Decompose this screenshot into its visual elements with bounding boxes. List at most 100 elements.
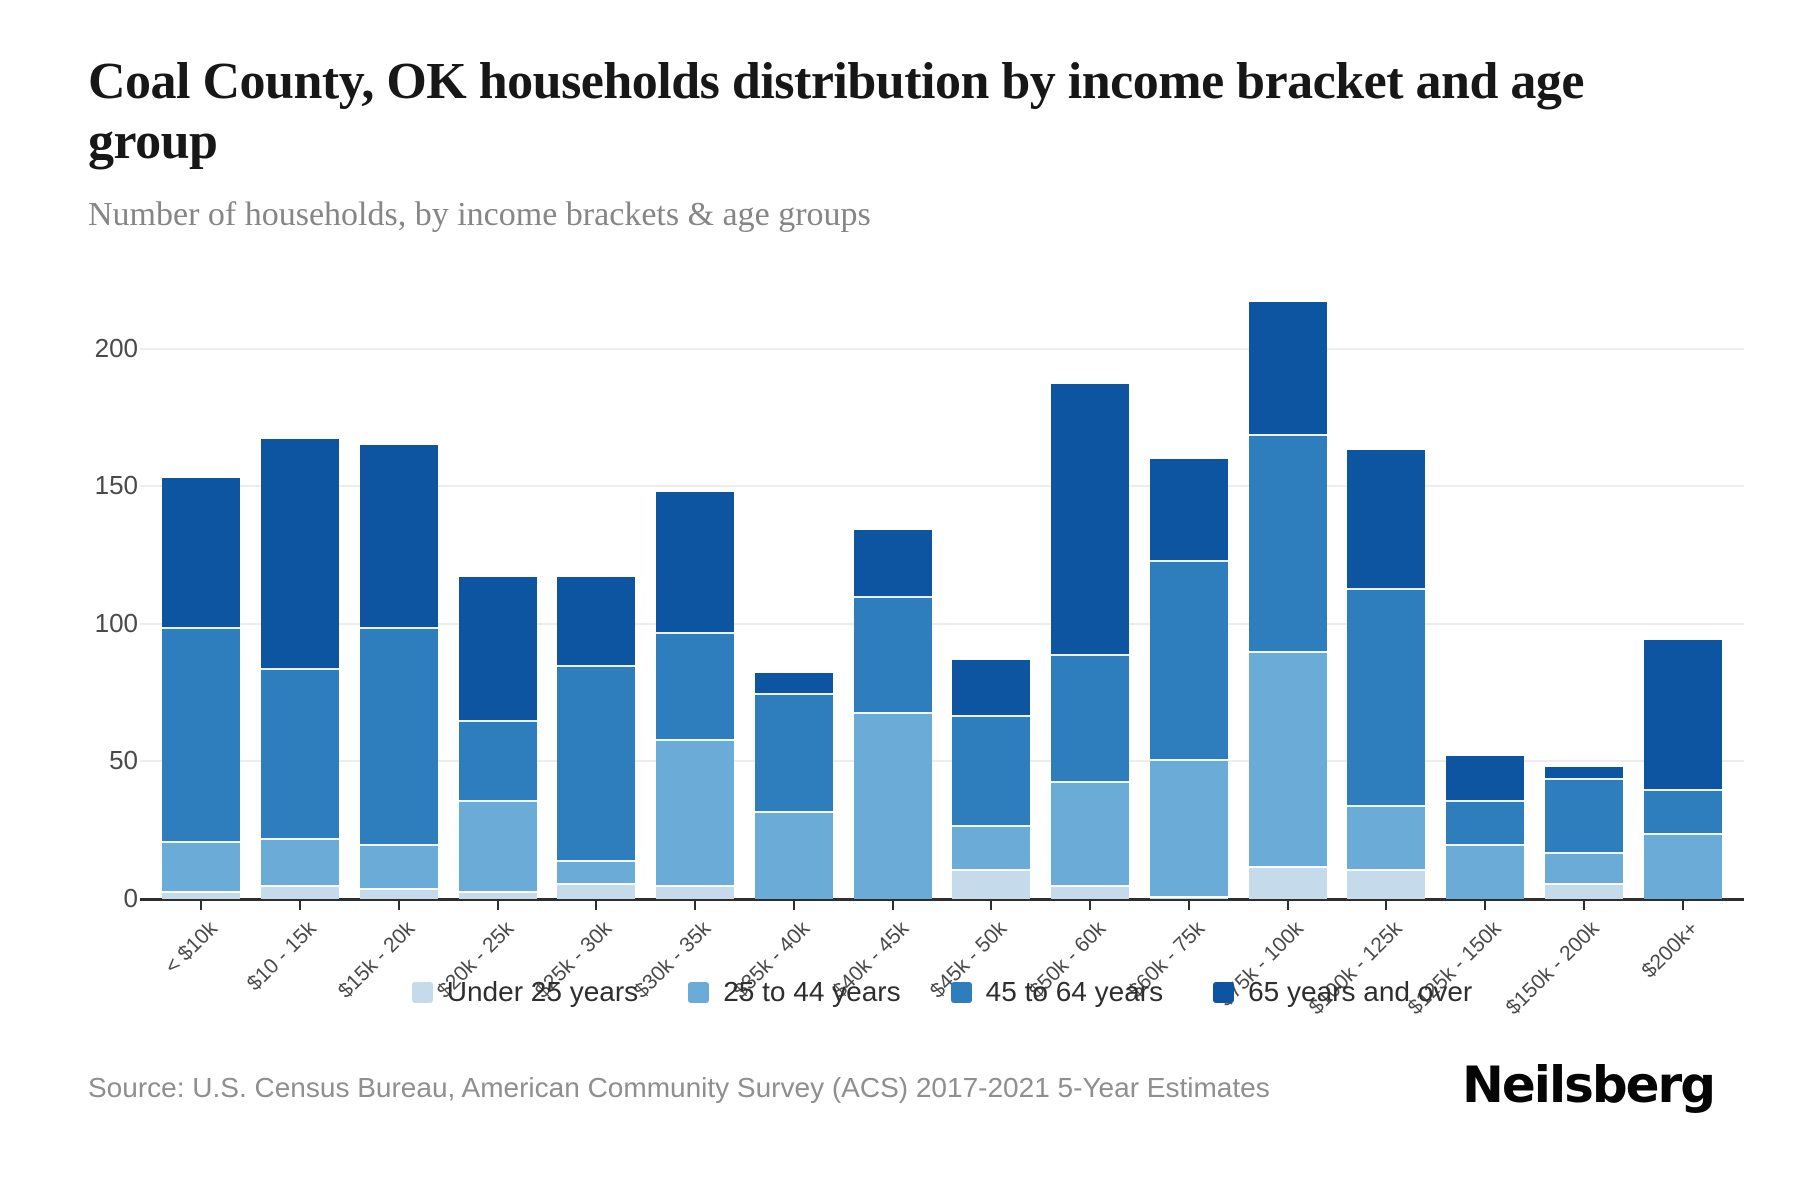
bar-segment[interactable] — [1643, 832, 1722, 899]
x-axis-tick — [496, 901, 499, 910]
bar-segment[interactable] — [656, 885, 735, 899]
bar-segment[interactable] — [1544, 882, 1623, 899]
bar-segment[interactable] — [1149, 896, 1228, 899]
bar-segment[interactable] — [261, 885, 340, 899]
bar-segment[interactable] — [1446, 755, 1525, 800]
bar-slot — [1140, 299, 1239, 899]
x-axis-tick — [1681, 901, 1684, 910]
x-axis-tick — [595, 901, 598, 910]
bar-segment[interactable] — [754, 673, 833, 693]
bar-segment[interactable] — [1248, 301, 1327, 434]
stacked-bar — [162, 477, 241, 899]
brand-logo: Neilsberg — [1462, 1056, 1716, 1114]
legend: Under 25 years 25 to 44 years 45 to 64 yea… — [152, 976, 1732, 1008]
bar-segment[interactable] — [952, 868, 1031, 899]
bar-segment[interactable] — [1248, 865, 1327, 899]
bar-slot — [1535, 299, 1634, 899]
bar-segment[interactable] — [1643, 788, 1722, 833]
gridline-y-100 — [140, 622, 1744, 625]
x-axis-tick — [1089, 901, 1092, 910]
bar-segment[interactable] — [1544, 766, 1623, 778]
bar-segment[interactable] — [1544, 777, 1623, 853]
bar-slot — [942, 299, 1041, 899]
legend-swatch-icon — [688, 981, 710, 1003]
bar-segment[interactable] — [754, 692, 833, 811]
x-axis-tick — [299, 901, 302, 910]
bar-segment[interactable] — [1051, 384, 1130, 655]
bar-segment[interactable] — [458, 720, 537, 800]
bar-segment[interactable] — [1248, 651, 1327, 866]
y-axis-tick-label: 100 — [94, 607, 138, 638]
x-axis-tick — [891, 901, 894, 910]
bar-segment[interactable] — [656, 632, 735, 740]
bar-segment[interactable] — [1051, 780, 1130, 886]
bar-slot — [547, 299, 646, 899]
bar-segment[interactable] — [261, 439, 340, 668]
bar-slot — [1337, 299, 1436, 899]
legend-item[interactable]: Under 25 years — [411, 976, 638, 1008]
bar-segment[interactable] — [359, 626, 438, 844]
bar-segment[interactable] — [1051, 654, 1130, 781]
bar-segment[interactable] — [1544, 852, 1623, 883]
bar-slot — [1041, 299, 1140, 899]
bar-segment[interactable] — [1347, 450, 1426, 589]
y-axis-tick-label: 200 — [94, 332, 138, 363]
bar-segment[interactable] — [1149, 758, 1228, 897]
legend-label: 65 years and over — [1248, 976, 1473, 1007]
legend-item[interactable]: 65 years and over — [1213, 976, 1472, 1008]
bar-segment[interactable] — [853, 530, 932, 597]
x-axis-label: < $10k — [160, 917, 222, 979]
bar-segment[interactable] — [458, 577, 537, 721]
bar-segment[interactable] — [557, 665, 636, 861]
bar-segment[interactable] — [162, 841, 241, 891]
bar-segment[interactable] — [952, 714, 1031, 825]
bar-segment[interactable] — [458, 799, 537, 891]
bar-segment[interactable] — [853, 711, 932, 899]
bar-segment[interactable] — [1149, 560, 1228, 759]
bar-segment[interactable] — [261, 667, 340, 839]
bar-segment[interactable] — [359, 843, 438, 888]
stacked-bar — [1643, 640, 1722, 899]
bar-segment[interactable] — [1446, 799, 1525, 844]
bar-segment[interactable] — [656, 739, 735, 886]
bar-segment[interactable] — [557, 860, 636, 883]
bar-slot — [1436, 299, 1535, 899]
page-subtitle: Number of households, by income brackets… — [88, 196, 871, 233]
bar-segment[interactable] — [261, 838, 340, 886]
bar-segment[interactable] — [1347, 868, 1426, 899]
bar-segment[interactable] — [754, 810, 833, 899]
stacked-bar — [261, 439, 340, 899]
stacked-bar — [359, 444, 438, 899]
bar-segment[interactable] — [162, 890, 241, 899]
bar-segment[interactable] — [656, 491, 735, 633]
y-axis-tick-label: 0 — [123, 883, 138, 913]
stacked-bar — [1248, 301, 1327, 899]
bar-segment[interactable] — [1248, 433, 1327, 652]
bar-segment[interactable] — [952, 824, 1031, 869]
bar-segment[interactable] — [1149, 458, 1228, 561]
bar-segment[interactable] — [359, 888, 438, 899]
bar-segment[interactable] — [162, 626, 241, 842]
bar-segment[interactable] — [458, 890, 537, 899]
bar-segment[interactable] — [1347, 805, 1426, 869]
legend-item[interactable]: 45 to 64 years — [950, 976, 1163, 1008]
bar-segment[interactable] — [1051, 885, 1130, 899]
legend-item[interactable]: 25 to 44 years — [688, 976, 901, 1008]
bar-slot — [646, 299, 745, 899]
x-axis-line — [140, 898, 1744, 901]
bar-segment[interactable] — [557, 577, 636, 666]
x-axis-tick — [1187, 901, 1190, 910]
bar-segment[interactable] — [557, 882, 636, 899]
bar-slot — [448, 299, 547, 899]
bar-slot — [350, 299, 449, 899]
bar-segment[interactable] — [853, 596, 932, 712]
bar-segment[interactable] — [359, 444, 438, 627]
bar-slot — [152, 299, 251, 899]
bar-segment[interactable] — [162, 477, 241, 627]
legend-swatch-icon — [1213, 981, 1235, 1003]
bar-segment[interactable] — [1347, 588, 1426, 806]
bar-segment[interactable] — [952, 659, 1031, 715]
bar-segment[interactable] — [1643, 640, 1722, 789]
bar-segment[interactable] — [1446, 843, 1525, 899]
